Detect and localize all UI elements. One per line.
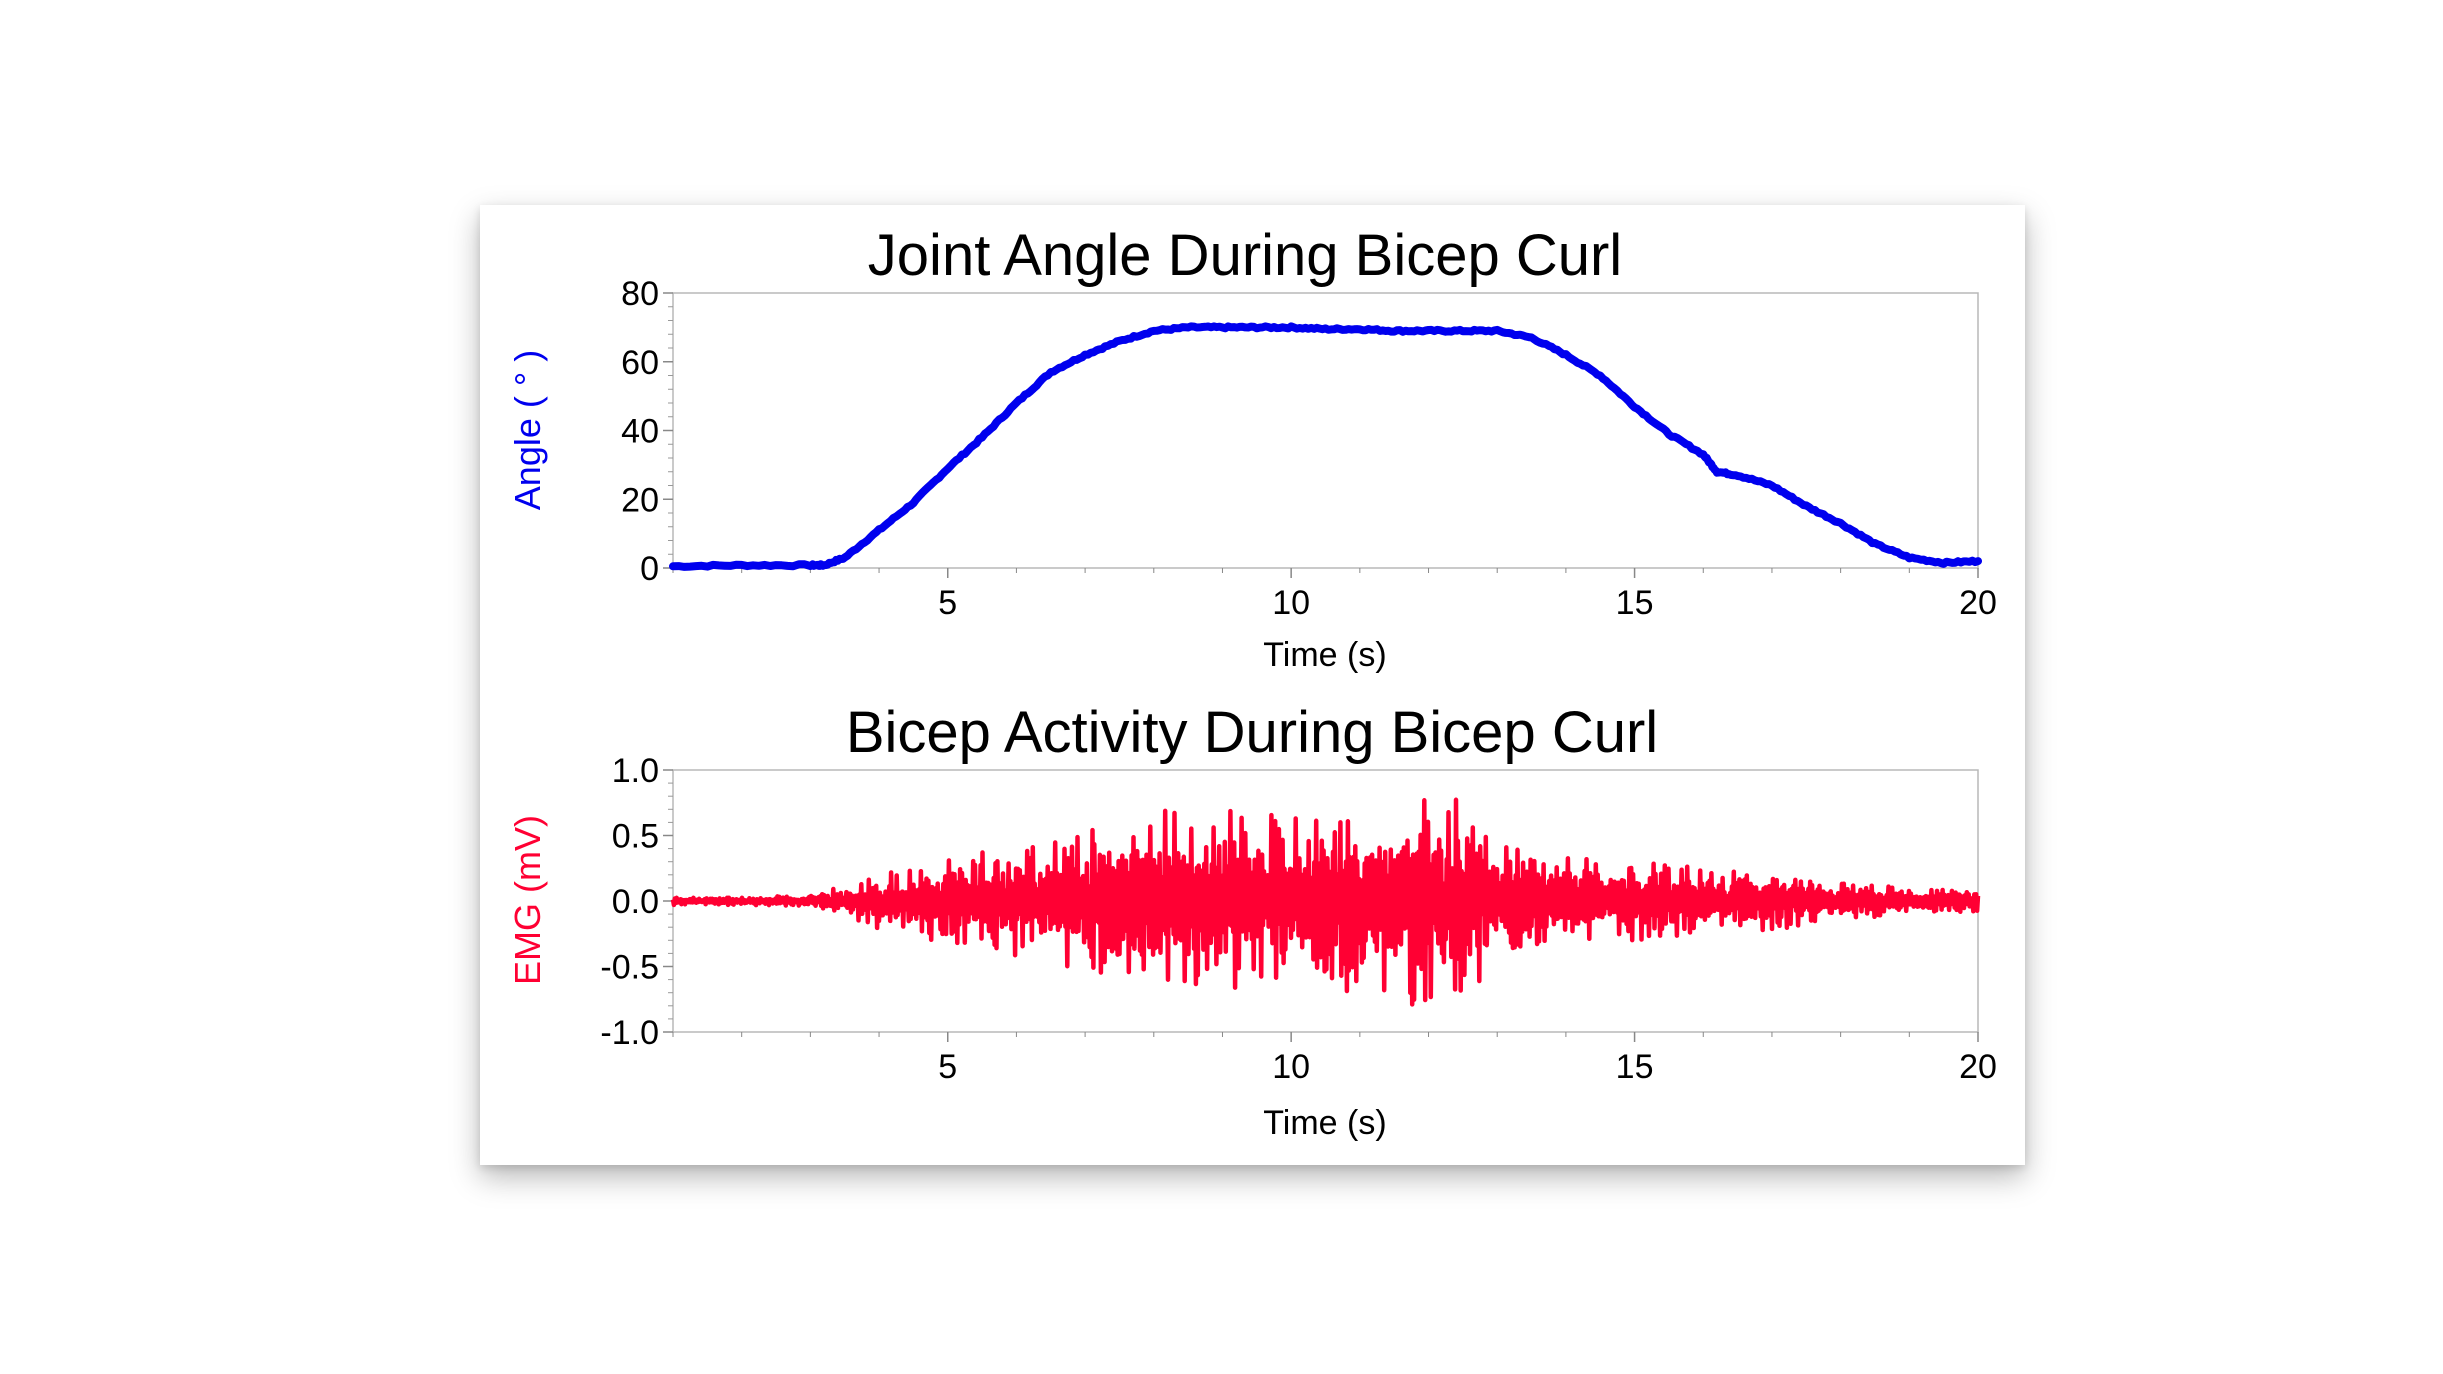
y-tick-label: 40 bbox=[621, 413, 659, 451]
x-tick-label: 10 bbox=[1272, 584, 1310, 622]
y-tick-label: 20 bbox=[621, 481, 659, 519]
x-tick-label: 20 bbox=[1959, 1048, 1997, 1086]
y-axis-label: EMG (mV) bbox=[507, 815, 548, 985]
emg-series-line bbox=[670, 797, 1981, 1007]
plot-frame bbox=[672, 292, 1979, 569]
y-tick-label: 80 bbox=[621, 275, 659, 313]
x-tick-label: 10 bbox=[1272, 1048, 1310, 1086]
x-axis-label: Time (s) bbox=[1263, 1104, 1386, 1142]
y-tick-label: 1.0 bbox=[612, 752, 659, 790]
x-axis: 5 10 15 20 bbox=[672, 568, 1997, 622]
y-tick-label: 60 bbox=[621, 344, 659, 382]
angle-series-line bbox=[669, 322, 1982, 571]
chart-title: Bicep Activity During Bicep Curl bbox=[846, 700, 1658, 765]
y-tick-label: 0.5 bbox=[612, 818, 659, 856]
x-tick-label: 15 bbox=[1616, 584, 1654, 622]
y-tick-label: 0 bbox=[640, 550, 659, 588]
x-tick-label: 5 bbox=[938, 584, 957, 622]
x-axis-label: Time (s) bbox=[1263, 636, 1386, 674]
y-tick-label: -1.0 bbox=[600, 1014, 659, 1052]
x-axis: 5 10 15 20 bbox=[672, 1032, 1997, 1086]
chart-panel bbox=[480, 205, 2025, 1165]
y-axis: 1.0 0.5 0.0 -0.5 -1.0 bbox=[600, 752, 673, 1052]
y-tick-label: -0.5 bbox=[600, 949, 659, 987]
y-axis: 0 20 40 60 80 bbox=[621, 275, 673, 588]
x-tick-label: 15 bbox=[1616, 1048, 1654, 1086]
chart-title: Joint Angle During Bicep Curl bbox=[868, 223, 1622, 288]
emg-chart: Bicep Activity During Bicep Curl 1.0 0.5 0… bbox=[507, 700, 1997, 1142]
y-tick-label: 0.0 bbox=[612, 883, 659, 921]
x-tick-label: 5 bbox=[938, 1048, 957, 1086]
x-tick-label: 20 bbox=[1959, 584, 1997, 622]
joint-angle-chart: Joint Angle During Bicep Curl 020406080 … bbox=[507, 223, 1997, 674]
y-axis-label: Angle ( ° ) bbox=[507, 350, 548, 510]
